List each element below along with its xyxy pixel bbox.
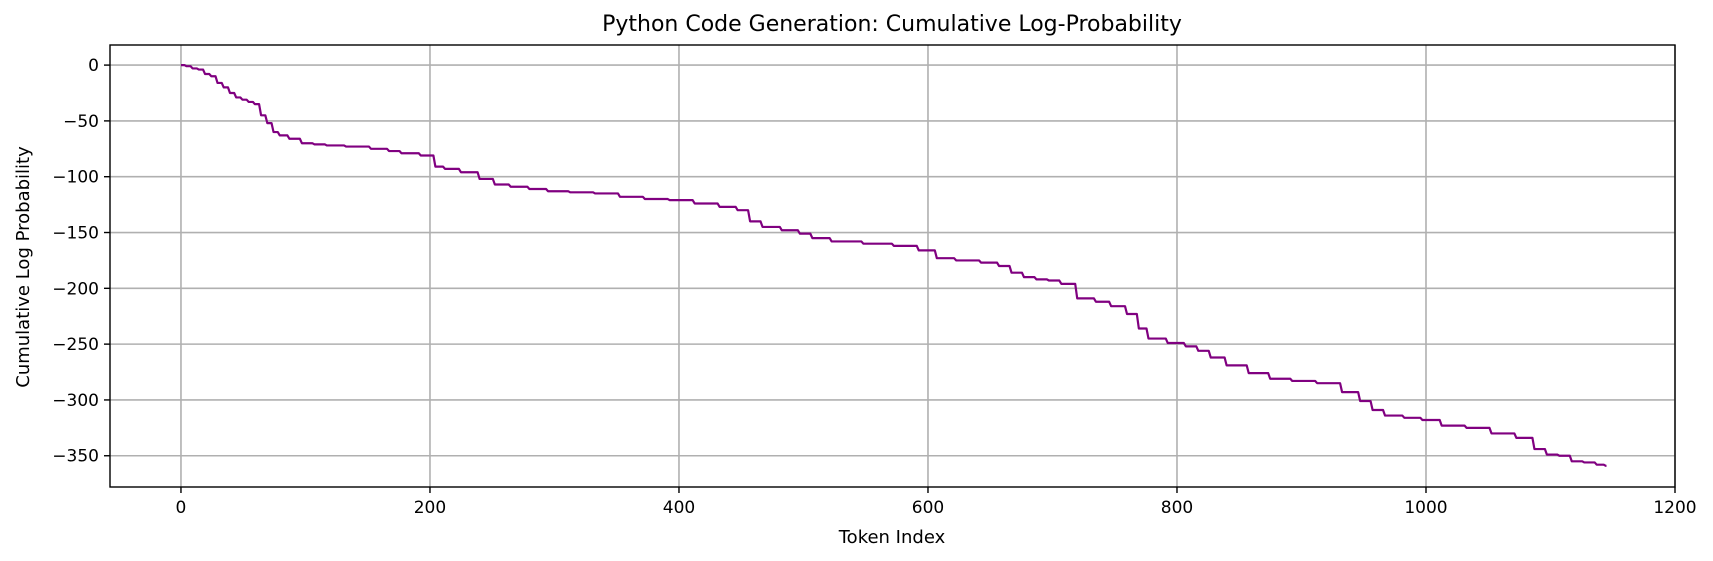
x-tick-label: 400: [663, 498, 695, 518]
y-axis-label: Cumulative Log Probability: [13, 146, 34, 388]
x-tick-label: 200: [414, 498, 446, 518]
y-tick-label: −250: [52, 335, 99, 355]
plot-frame: [109, 44, 1676, 488]
y-tick-label: −150: [52, 224, 99, 244]
plot-area: [180, 63, 1607, 467]
x-axis: 0 200 400 600 800 1000 1200: [176, 487, 1697, 518]
x-tick-label: 800: [1161, 498, 1193, 518]
y-tick-label: −100: [52, 168, 99, 188]
x-tick-label: 1200: [1653, 498, 1696, 518]
y-axis: 0 −50 −100 −150 −200 −250 −300 −350: [52, 56, 110, 467]
x-tick-label: 0: [176, 498, 187, 518]
y-tick-label: −300: [52, 391, 99, 411]
y-tick-label: −350: [52, 447, 99, 467]
y-tick-label: 0: [88, 56, 99, 76]
x-tick-label: 600: [912, 498, 944, 518]
x-tick-label: 1000: [1404, 498, 1447, 518]
chart-title: Python Code Generation: Cumulative Log-P…: [602, 12, 1182, 37]
series-line: [180, 63, 1607, 467]
y-tick-label: −200: [52, 279, 99, 299]
y-tick-label: −50: [63, 112, 99, 132]
x-axis-label: Token Index: [838, 527, 946, 548]
grid: [110, 45, 1676, 487]
